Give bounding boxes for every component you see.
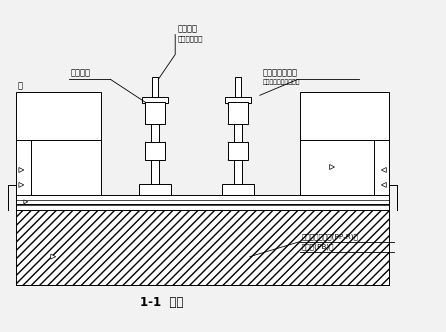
Bar [228,142,248,160]
Polygon shape [381,182,386,187]
Bar [228,102,248,124]
Bar [145,102,165,124]
Bar [145,142,165,160]
Bar [139,184,171,195]
Polygon shape [330,165,334,169]
Bar [234,160,242,184]
Bar [300,92,389,210]
Bar [152,77,158,99]
Text: 聚乙烯(PB)管: 聚乙烯(PB)管 [301,243,334,250]
Polygon shape [19,167,24,172]
Bar [235,77,241,99]
Bar [16,210,389,285]
Text: （通口顶管配通工具）: （通口顶管配通工具） [263,80,300,85]
Text: 管径内螺纹三通: 管径内螺纹三通 [263,68,298,77]
Bar [142,97,168,103]
Bar [225,97,251,103]
Bar [234,124,242,142]
Text: 无缝共聚聚丙烯(PP-R)管: 无缝共聚聚丙烯(PP-R)管 [301,233,359,240]
Bar [151,160,159,184]
Polygon shape [51,254,56,259]
Text: 内螺纹头: 内螺纹头 [70,68,91,77]
Text: 墙: 墙 [18,81,23,90]
Polygon shape [19,182,24,187]
Bar [16,92,100,210]
Text: 1-1  剖面: 1-1 剖面 [140,296,184,309]
Text: （卡扣前线）: （卡扣前线） [177,35,202,42]
Bar [222,184,254,195]
Bar [16,195,389,210]
Polygon shape [24,200,28,204]
Text: 管件帽盖: 管件帽盖 [177,25,197,34]
Polygon shape [381,167,386,172]
Bar [151,124,159,142]
